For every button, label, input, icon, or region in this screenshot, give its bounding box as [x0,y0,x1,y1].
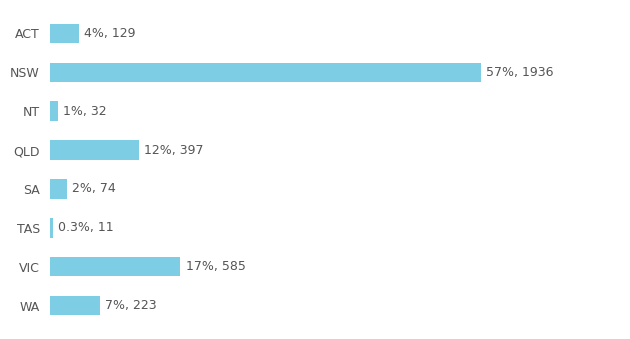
Text: 17%, 585: 17%, 585 [186,260,246,273]
Bar [50,257,180,276]
Text: 2%, 74: 2%, 74 [72,182,116,195]
Bar [50,63,481,82]
Bar [50,179,67,199]
Bar [50,218,53,238]
Text: 0.3%, 11: 0.3%, 11 [58,221,113,234]
Text: 1%, 32: 1%, 32 [62,105,106,118]
Bar [50,140,139,160]
Text: 57%, 1936: 57%, 1936 [486,66,554,79]
Text: 4%, 129: 4%, 129 [84,27,135,40]
Bar [50,296,100,315]
Text: 12%, 397: 12%, 397 [144,144,203,157]
Bar [50,24,79,43]
Bar [50,101,57,121]
Text: 7%, 223: 7%, 223 [105,299,157,312]
